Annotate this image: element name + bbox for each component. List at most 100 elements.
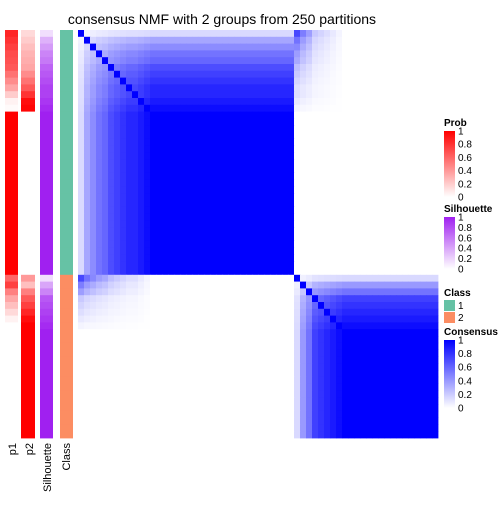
consensus-cell [372, 431, 379, 439]
consensus-cell [270, 104, 277, 112]
consensus-cell [396, 397, 403, 405]
consensus-cell [216, 36, 223, 44]
consensus-cell [360, 342, 367, 350]
consensus-cell [420, 234, 427, 242]
consensus-cell [252, 179, 259, 187]
consensus-cell [330, 125, 337, 133]
class-cell [60, 152, 73, 160]
consensus-cell [234, 118, 241, 126]
consensus-cell [222, 70, 229, 78]
consensus-cell [210, 179, 217, 187]
consensus-cell [288, 50, 295, 58]
consensus-cell [240, 370, 247, 378]
consensus-cell [168, 254, 175, 262]
consensus-cell [306, 240, 313, 248]
consensus-cell [276, 288, 283, 296]
consensus-cell [348, 247, 355, 255]
consensus-cell [264, 315, 271, 323]
consensus-cell [420, 57, 427, 65]
consensus-cell [246, 200, 253, 208]
consensus-cell [324, 159, 331, 167]
consensus-cell [342, 417, 349, 425]
consensus-cell [378, 118, 385, 126]
consensus-cell [372, 295, 379, 303]
consensus-cell [114, 98, 121, 106]
consensus-cell [432, 193, 439, 201]
consensus-cell [342, 295, 349, 303]
consensus-cell [312, 376, 319, 384]
consensus-cell [288, 308, 295, 316]
consensus-cell [114, 383, 121, 391]
consensus-cell [78, 50, 85, 58]
consensus-legend-title: Consensus [444, 327, 498, 338]
consensus-cell [414, 227, 421, 235]
consensus-cell [84, 193, 91, 201]
consensus-cell [252, 104, 259, 112]
consensus-cell [312, 363, 319, 371]
consensus-cell [258, 240, 265, 248]
consensus-cell [120, 336, 127, 344]
consensus-cell [228, 166, 235, 174]
consensus-cell [186, 247, 193, 255]
consensus-cell [336, 166, 343, 174]
consensus-cell [372, 356, 379, 364]
consensus-cell [84, 234, 91, 242]
consensus-cell [168, 152, 175, 160]
consensus-cell [426, 227, 433, 235]
consensus-cell [108, 363, 115, 371]
consensus-cell [414, 152, 421, 160]
consensus-cell [210, 397, 217, 405]
consensus-cell [264, 91, 271, 99]
consensus-cell [240, 213, 247, 221]
consensus-cell [114, 57, 121, 65]
consensus-cell [132, 356, 139, 364]
consensus-cell [390, 288, 397, 296]
consensus-cell [372, 91, 379, 99]
consensus-cell [156, 268, 163, 276]
consensus-cell [222, 227, 229, 235]
consensus-cell [312, 308, 319, 316]
consensus-cell [234, 125, 241, 133]
consensus-cell [432, 138, 439, 146]
consensus-cell [402, 193, 409, 201]
consensus-cell [276, 30, 283, 38]
consensus-cell [90, 302, 97, 310]
consensus-cell [168, 166, 175, 174]
consensus-cell [198, 36, 205, 44]
consensus-cell [126, 268, 133, 276]
p1-cell [5, 227, 18, 235]
consensus-cell [354, 206, 361, 214]
consensus-cell [192, 288, 199, 296]
consensus-cell [252, 336, 259, 344]
consensus-cell [90, 70, 97, 78]
consensus-cell [120, 179, 127, 187]
consensus-cell [180, 172, 187, 180]
consensus-cell [204, 342, 211, 350]
consensus-cell [168, 206, 175, 214]
consensus-cell [330, 404, 337, 412]
consensus-cell [402, 70, 409, 78]
consensus-cell [90, 132, 97, 140]
consensus-cell [396, 30, 403, 38]
consensus-cell [342, 234, 349, 242]
consensus-cell [312, 356, 319, 364]
consensus-cell [102, 159, 109, 167]
consensus-cell [84, 363, 91, 371]
consensus-cell [306, 410, 313, 418]
consensus-cell [234, 152, 241, 160]
consensus-cell [294, 172, 301, 180]
consensus-cell [192, 125, 199, 133]
consensus-cell [180, 30, 187, 38]
consensus-cell [324, 172, 331, 180]
consensus-cell [330, 43, 337, 51]
consensus-cell [234, 234, 241, 242]
consensus-cell [138, 424, 145, 432]
silhouette-cell [40, 36, 53, 44]
consensus-cell [252, 322, 259, 330]
consensus-cell [294, 77, 301, 85]
consensus-cell [300, 410, 307, 418]
consensus-cell [114, 247, 121, 255]
consensus-cell [246, 390, 253, 398]
consensus-cell [312, 98, 319, 106]
